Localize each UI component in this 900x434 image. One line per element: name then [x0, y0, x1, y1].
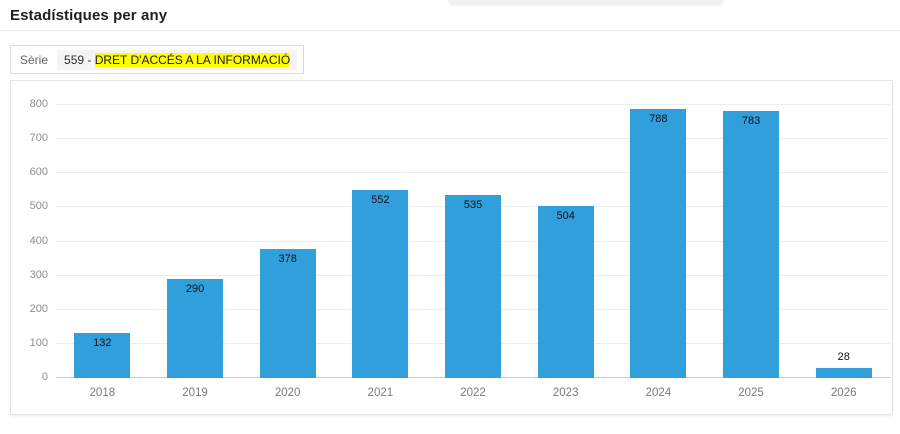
x-tick-label-2023: 2023 — [552, 387, 579, 399]
x-tick-label-2018: 2018 — [89, 387, 116, 399]
series-label: Sèrie — [20, 52, 49, 67]
category-slot-2024: 788 2024 — [612, 105, 705, 399]
category-slot-2018: 132 2018 — [56, 105, 149, 399]
chart-panel: 0 100 200 300 400 500 600 700 800 132 2018 290 2019 3… — [10, 80, 893, 415]
y-tick-label-200: 200 — [29, 302, 48, 315]
bar-value-label-2025: 783 — [741, 114, 761, 127]
bar-2024[interactable] — [630, 109, 687, 378]
bar-2020[interactable] — [259, 249, 316, 378]
y-tick-label-0: 0 — [41, 371, 48, 383]
bar-value-label-2021: 552 — [371, 193, 390, 206]
y-tick-label-400: 400 — [29, 234, 48, 247]
category-slot-2026: 28 2026 — [797, 105, 890, 399]
gridline-700 — [56, 138, 890, 140]
bar-value-label-2026: 28 — [837, 351, 850, 364]
bars-container: 132 2018 290 2019 378 2020 552 2021 535 2022 504 20… — [56, 105, 890, 399]
category-slot-2021: 552 2021 — [334, 105, 427, 399]
x-tick-label-2022: 2022 — [460, 387, 486, 399]
bar-value-label-2024: 788 — [649, 113, 668, 126]
x-tick-label-2024: 2024 — [645, 387, 672, 399]
category-slot-2023: 504 2023 — [519, 105, 612, 399]
y-tick-label-700: 700 — [29, 132, 48, 145]
bar-2026[interactable] — [815, 368, 872, 378]
series-code: 559 - — [64, 52, 95, 67]
header-divider — [0, 30, 900, 31]
bar-2019[interactable] — [167, 279, 223, 378]
series-value-field[interactable]: 559 - DRET D'ACCÉS A LA INFORMACIÓ — [57, 49, 298, 70]
bar-value-label-2020: 378 — [278, 253, 297, 266]
gridline-600 — [56, 172, 890, 174]
series-highlighted-text: DRET D'ACCÉS A LA INFORMACIÓ — [94, 52, 291, 67]
bar-value-label-2018: 132 — [93, 336, 112, 349]
category-slot-2019: 290 2019 — [149, 105, 242, 399]
gridline-800 — [56, 104, 890, 105]
series-selector[interactable]: Sèrie 559 - DRET D'ACCÉS A LA INFORMACIÓ — [10, 45, 305, 74]
bar-value-label-2022: 535 — [463, 199, 483, 212]
category-slot-2020: 378 2020 — [241, 105, 334, 399]
bar-2025[interactable] — [723, 110, 780, 378]
y-tick-label-300: 300 — [29, 268, 48, 281]
y-tick-label-500: 500 — [29, 200, 48, 213]
x-tick-label-2020: 2020 — [274, 387, 301, 399]
category-slot-2022: 535 2022 — [427, 105, 520, 399]
bar-2018[interactable] — [74, 332, 131, 378]
x-tick-label-2021: 2021 — [367, 387, 394, 399]
bar-value-label-2019: 290 — [185, 283, 205, 296]
y-tick-label-800: 800 — [29, 98, 48, 110]
top-cutoff-element — [448, 0, 724, 5]
bar-value-label-2023: 504 — [556, 210, 575, 223]
x-tick-label-2025: 2025 — [738, 387, 764, 399]
x-tick-label-2019: 2019 — [182, 387, 208, 399]
category-slot-2025: 783 2025 — [705, 105, 798, 399]
bar-2021[interactable] — [352, 189, 409, 378]
x-tick-label-2026: 2026 — [830, 387, 857, 399]
y-tick-label-100: 100 — [29, 336, 48, 349]
page-title: Estadístiques per any — [10, 7, 168, 24]
plot-area: 0 100 200 300 400 500 600 700 800 132 2018 290 2019 3… — [30, 98, 890, 399]
bar-2023[interactable] — [537, 206, 594, 378]
y-tick-label-600: 600 — [29, 166, 48, 179]
bar-2022[interactable] — [445, 195, 502, 378]
